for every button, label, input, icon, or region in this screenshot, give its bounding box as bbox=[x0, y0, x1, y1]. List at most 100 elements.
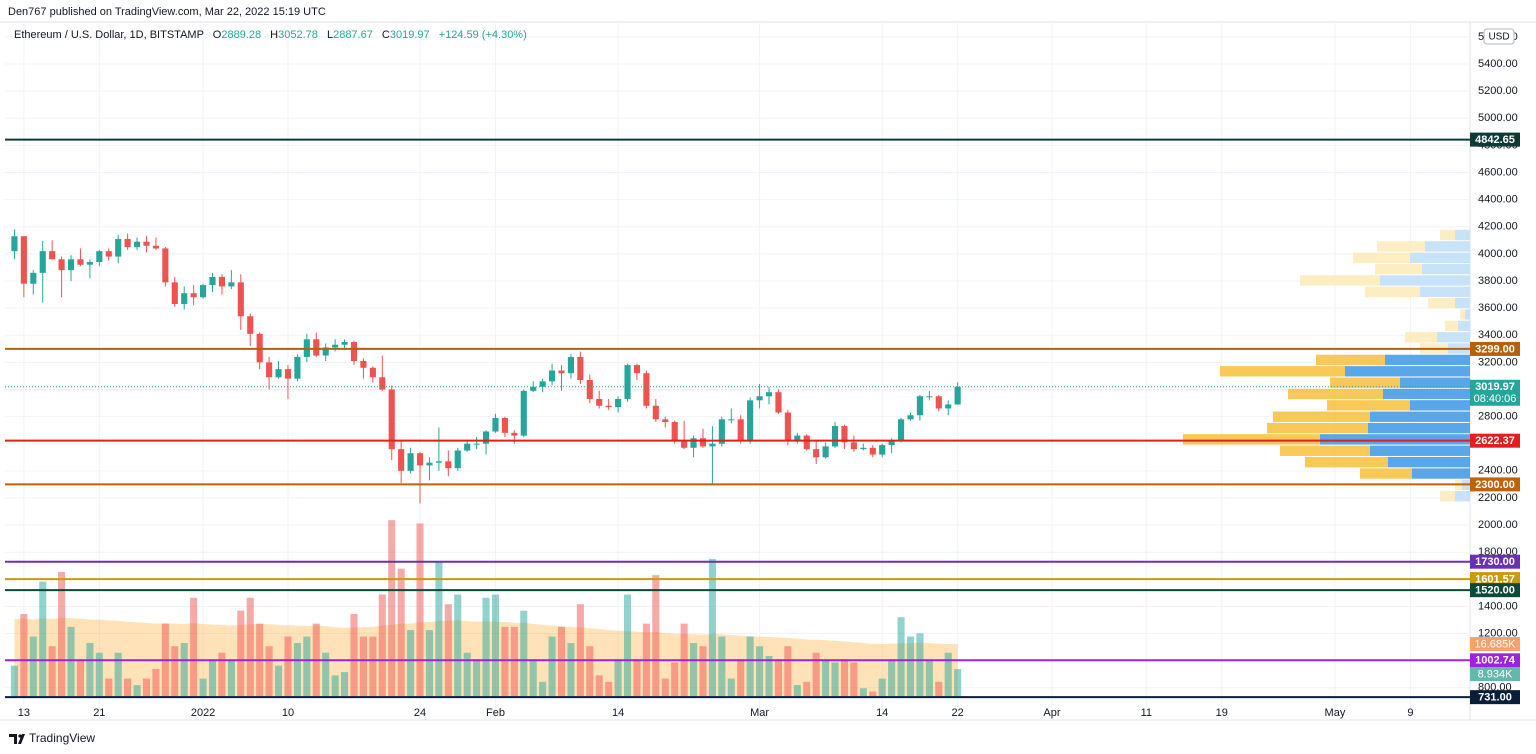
candle-body bbox=[558, 370, 565, 374]
profile-down bbox=[1437, 332, 1470, 343]
level-label: 731.00 bbox=[1478, 692, 1512, 704]
volume-bar bbox=[501, 626, 509, 698]
volume-bar bbox=[227, 659, 235, 698]
level-label: 1601.57 bbox=[1475, 574, 1515, 586]
profile-up bbox=[1365, 286, 1420, 298]
profile-down bbox=[1425, 241, 1470, 252]
volume-bar bbox=[86, 643, 94, 698]
y-tick-label: 5200.00 bbox=[1478, 85, 1518, 97]
profile-up bbox=[1460, 309, 1465, 320]
volume-bar bbox=[916, 633, 924, 698]
y-tick-label: 2000.00 bbox=[1478, 519, 1518, 531]
volume-bar bbox=[888, 659, 896, 698]
y-tick-label: 5000.00 bbox=[1478, 112, 1518, 124]
candle-body bbox=[39, 251, 46, 273]
candle-body bbox=[549, 370, 556, 382]
volume-bar bbox=[218, 652, 226, 698]
profile-up bbox=[1267, 422, 1368, 434]
candle-body bbox=[652, 405, 659, 420]
volume-bar bbox=[897, 617, 905, 698]
volume-bar bbox=[586, 646, 594, 698]
volume-bar bbox=[850, 662, 858, 698]
y-tick-label: 2400.00 bbox=[1478, 465, 1518, 477]
candle-body bbox=[171, 282, 178, 305]
candle-body bbox=[794, 435, 801, 442]
volume-bar bbox=[557, 626, 566, 698]
candle-body bbox=[247, 316, 254, 334]
candle-body bbox=[49, 251, 56, 260]
profile-down bbox=[1422, 263, 1470, 275]
candle-body bbox=[313, 339, 320, 356]
volume-bar bbox=[765, 655, 773, 698]
volume-bar bbox=[737, 659, 745, 698]
profile-down bbox=[1455, 229, 1470, 241]
volume-bar bbox=[246, 597, 254, 698]
volume-bar bbox=[690, 643, 698, 698]
x-tick-label: May bbox=[1325, 707, 1346, 719]
volume-bar bbox=[869, 691, 877, 698]
candle-body bbox=[284, 369, 292, 379]
level-label-box bbox=[1470, 572, 1520, 587]
x-tick-label: 9 bbox=[1407, 707, 1413, 719]
footer-brand: TradingView bbox=[29, 731, 95, 745]
volume-bar bbox=[605, 681, 613, 698]
legend-o: O bbox=[213, 29, 222, 41]
volume-bar bbox=[369, 636, 377, 698]
profile-down bbox=[1400, 377, 1470, 388]
candle-body bbox=[945, 404, 952, 409]
candle-body bbox=[67, 259, 75, 271]
volume-bar bbox=[388, 520, 396, 698]
profile-up bbox=[1440, 229, 1455, 241]
profile-down bbox=[1370, 411, 1470, 422]
candle-body bbox=[20, 236, 27, 284]
currency-label[interactable]: USD bbox=[1488, 32, 1509, 43]
volume-bar bbox=[595, 675, 603, 698]
volume-bar bbox=[265, 646, 273, 698]
volume-bar bbox=[718, 636, 726, 698]
candle-body bbox=[435, 461, 442, 463]
candle-body bbox=[200, 285, 207, 298]
profile-down bbox=[1455, 490, 1470, 502]
candle-body bbox=[605, 405, 612, 408]
candle-body bbox=[58, 259, 65, 271]
candle-body bbox=[737, 419, 744, 442]
volume-bar bbox=[774, 659, 782, 698]
y-tick-label: 2800.00 bbox=[1478, 411, 1518, 423]
x-tick-label: 19 bbox=[1216, 707, 1228, 719]
volume-bar bbox=[350, 613, 358, 698]
legend-open: 2889.28 bbox=[221, 29, 261, 41]
profile-up bbox=[1330, 377, 1400, 388]
volume-bar bbox=[435, 562, 443, 698]
candle-body bbox=[926, 396, 933, 398]
volume-bar bbox=[793, 685, 801, 698]
candle-body bbox=[454, 450, 461, 469]
profile-down bbox=[1345, 366, 1470, 377]
volume-bar bbox=[491, 594, 500, 698]
x-tick-label: 13 bbox=[18, 707, 30, 719]
volume-bar bbox=[623, 594, 632, 698]
volume-ma-label: 16.685K bbox=[1475, 638, 1517, 650]
legend-h: H bbox=[270, 29, 278, 41]
candle-body bbox=[671, 422, 678, 442]
candle-body bbox=[218, 276, 226, 287]
candle-body bbox=[332, 344, 339, 348]
y-tick-label: 4600.00 bbox=[1478, 166, 1518, 178]
candle-body bbox=[841, 426, 848, 443]
profile-down bbox=[1420, 286, 1470, 298]
profile-up bbox=[1445, 320, 1458, 332]
profile-down bbox=[1465, 309, 1470, 320]
currency-button[interactable] bbox=[1483, 28, 1515, 45]
candle-body bbox=[699, 438, 707, 447]
volume-bar bbox=[944, 652, 952, 698]
candle-body bbox=[30, 272, 37, 284]
candle-body bbox=[473, 443, 480, 445]
candle-body bbox=[690, 438, 697, 448]
published-line: Den767 published on TradingView.com, Mar… bbox=[8, 6, 326, 18]
volume-bar bbox=[529, 659, 537, 698]
legend-close: 3019.97 bbox=[390, 29, 430, 41]
y-tick-label: 3400.00 bbox=[1478, 329, 1518, 341]
volume-bar bbox=[661, 678, 669, 698]
y-tick-label: 5400.00 bbox=[1478, 58, 1518, 70]
